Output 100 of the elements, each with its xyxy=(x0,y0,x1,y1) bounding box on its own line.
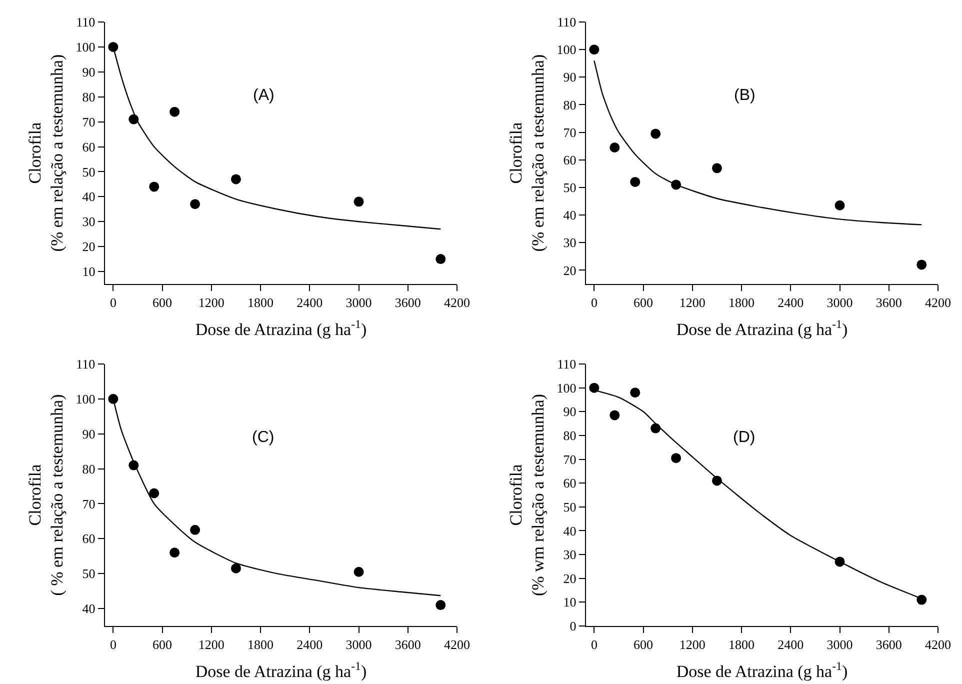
line-series xyxy=(594,60,922,226)
y-tick-label: 110 xyxy=(76,356,96,372)
x-tick-label: 0 xyxy=(110,636,116,652)
x-tick-label: 600 xyxy=(634,294,654,310)
y-tick-label: 70 xyxy=(563,124,576,140)
point xyxy=(190,199,200,210)
x-tick-label: 3000 xyxy=(826,636,853,652)
point xyxy=(436,600,446,610)
point xyxy=(916,260,927,270)
y-tick-label: 80 xyxy=(82,461,96,476)
point xyxy=(149,182,160,192)
y-axis-title: Clorofila ( % em relação a testemunha) xyxy=(25,394,66,596)
y-tick-label: 30 xyxy=(563,547,576,562)
x-tick-label: 4200 xyxy=(444,294,470,310)
point xyxy=(354,566,364,577)
y-tick-label: 60 xyxy=(82,531,96,546)
y-tick-label: 50 xyxy=(82,164,96,180)
y-tick-label: 60 xyxy=(563,476,576,491)
y-tick-label: 20 xyxy=(82,239,96,254)
x-tick-label: 4200 xyxy=(925,294,951,310)
y-tick-label: 90 xyxy=(82,64,96,80)
annotation: (A) xyxy=(253,87,274,104)
x-tick-label: 0 xyxy=(590,294,598,310)
y-tick-label: 30 xyxy=(563,235,576,250)
y-tick-label: 50 xyxy=(563,499,576,514)
point xyxy=(630,388,640,398)
y-tick-label: 100 xyxy=(556,42,576,58)
x-tick-label: 1800 xyxy=(248,636,274,652)
y-tick-label: 40 xyxy=(82,601,96,616)
point xyxy=(671,453,682,464)
x-axis-title: Dose de Atrazina (g ha$^{-1}$) xyxy=(676,658,848,682)
x-tick-label: 1200 xyxy=(679,636,706,652)
point xyxy=(108,394,118,404)
x-tick-label: 3000 xyxy=(346,636,372,652)
y-tick-label: 110 xyxy=(557,14,576,30)
y-tick-label: 80 xyxy=(563,97,576,112)
x-tick-label: 1200 xyxy=(198,294,224,310)
x-axis-title: Dose de Atrazina (g ha$^{-1}$) xyxy=(195,316,367,340)
point xyxy=(230,563,241,574)
y-tick-label: 60 xyxy=(82,139,96,154)
point xyxy=(916,594,927,605)
y-axis-title: Clorofila (% em relação a testemunha) xyxy=(25,54,66,252)
x-tick-label: 3600 xyxy=(394,294,421,310)
y-tick-label: 70 xyxy=(82,114,96,130)
y-tick-label: 100 xyxy=(76,40,96,54)
point xyxy=(230,174,241,184)
point xyxy=(354,196,364,207)
x-tick-label: 2400 xyxy=(778,294,804,310)
y-tick-label: 0 xyxy=(570,618,576,634)
x-tick-label: 3600 xyxy=(876,294,902,310)
x-axis-title: Dose de Atrazina (g ha$^{-1}$) xyxy=(195,658,367,682)
y-tick-label: 50 xyxy=(82,566,96,582)
y-tick-label: 70 xyxy=(563,452,576,467)
x-tick-label: 2400 xyxy=(778,636,804,652)
y-tick-label: 20 xyxy=(563,570,576,586)
y-tick-label: 90 xyxy=(82,426,96,442)
y-tick-label: 40 xyxy=(563,523,576,538)
y-axis-title: Clorofila (% wm relação a testemunha) xyxy=(506,394,548,596)
y-tick-label: 110 xyxy=(76,14,96,30)
y-tick-label: 100 xyxy=(76,391,96,406)
y-tick-label: 10 xyxy=(563,594,576,610)
y-tick-label: 20 xyxy=(563,262,576,278)
x-tick-label: 600 xyxy=(152,294,172,310)
point xyxy=(834,200,845,210)
y-tick-label: 80 xyxy=(563,428,576,443)
annotation: (C) xyxy=(252,429,274,446)
point xyxy=(610,410,620,420)
point xyxy=(650,128,661,139)
y-tick-label: 10 xyxy=(82,264,96,280)
x-tick-label: 3000 xyxy=(346,294,372,310)
x-tick-label: 3000 xyxy=(826,294,853,310)
x-axis-title: Dose de Atrazina (g ha$^{-1}$) xyxy=(676,316,848,340)
point xyxy=(190,524,200,535)
point xyxy=(630,176,640,187)
x-tick-label: 1800 xyxy=(728,636,755,652)
y-tick-label: 30 xyxy=(82,214,96,230)
y-tick-label: 40 xyxy=(563,208,576,223)
x-tick-label: 0 xyxy=(590,636,598,652)
point xyxy=(108,42,118,52)
x-tick-label: 3600 xyxy=(394,636,421,652)
x-tick-label: 0 xyxy=(110,294,116,310)
point xyxy=(610,142,620,152)
x-tick-label: 2400 xyxy=(296,636,323,652)
y-tick-label: 110 xyxy=(557,356,576,372)
annotation: (B) xyxy=(734,87,756,104)
x-tick-label: 1800 xyxy=(728,294,755,310)
x-tick-label: 600 xyxy=(634,636,654,652)
y-tick-label: 60 xyxy=(563,152,576,168)
x-tick-label: 3600 xyxy=(876,636,902,652)
x-tick-label: 2400 xyxy=(296,294,323,310)
x-tick-label: 1800 xyxy=(248,294,274,310)
x-tick-label: 600 xyxy=(152,636,172,652)
y-tick-label: 50 xyxy=(563,180,576,196)
point xyxy=(436,254,446,264)
point xyxy=(170,106,180,117)
x-tick-label: 4200 xyxy=(925,636,951,652)
point xyxy=(589,44,600,55)
x-tick-label: 1200 xyxy=(679,294,706,310)
annotation: (D) xyxy=(733,429,756,446)
point xyxy=(712,163,722,174)
